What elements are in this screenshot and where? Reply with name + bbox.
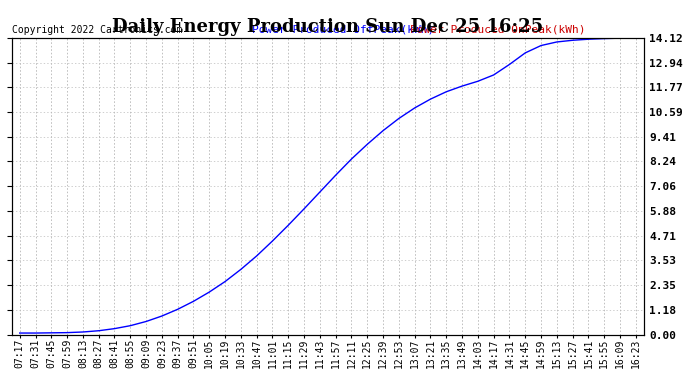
Title: Daily Energy Production Sun Dec 25 16:25: Daily Energy Production Sun Dec 25 16:25 — [112, 18, 544, 36]
Text: Power Produced OffPeak(kWh): Power Produced OffPeak(kWh) — [252, 25, 434, 35]
Text: Power Produced OnPeak(kWh): Power Produced OnPeak(kWh) — [410, 25, 585, 35]
Text: Copyright 2022 Cartronics.com: Copyright 2022 Cartronics.com — [12, 25, 182, 35]
